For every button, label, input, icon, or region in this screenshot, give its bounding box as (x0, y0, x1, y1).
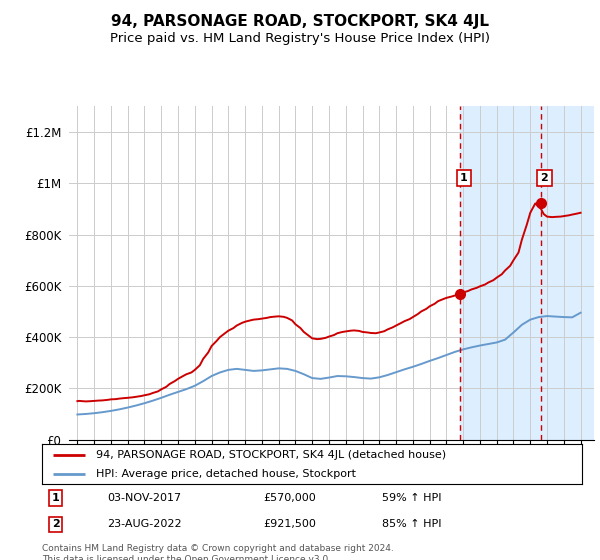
Text: 85% ↑ HPI: 85% ↑ HPI (382, 520, 442, 529)
Text: 03-NOV-2017: 03-NOV-2017 (107, 493, 181, 503)
Text: 59% ↑ HPI: 59% ↑ HPI (382, 493, 442, 503)
Text: 1: 1 (460, 173, 468, 183)
Text: HPI: Average price, detached house, Stockport: HPI: Average price, detached house, Stoc… (96, 469, 356, 479)
Text: 94, PARSONAGE ROAD, STOCKPORT, SK4 4JL (detached house): 94, PARSONAGE ROAD, STOCKPORT, SK4 4JL (… (96, 450, 446, 460)
Text: Contains HM Land Registry data © Crown copyright and database right 2024.
This d: Contains HM Land Registry data © Crown c… (42, 544, 394, 560)
Text: Price paid vs. HM Land Registry's House Price Index (HPI): Price paid vs. HM Land Registry's House … (110, 32, 490, 45)
Text: 2: 2 (52, 520, 59, 529)
Text: £921,500: £921,500 (263, 520, 316, 529)
Text: £570,000: £570,000 (263, 493, 316, 503)
Bar (460, 106, 598, 440)
Text: 1: 1 (52, 493, 59, 503)
Text: 23-AUG-2022: 23-AUG-2022 (107, 520, 181, 529)
Text: 94, PARSONAGE ROAD, STOCKPORT, SK4 4JL: 94, PARSONAGE ROAD, STOCKPORT, SK4 4JL (111, 14, 489, 29)
Text: 2: 2 (541, 173, 548, 183)
